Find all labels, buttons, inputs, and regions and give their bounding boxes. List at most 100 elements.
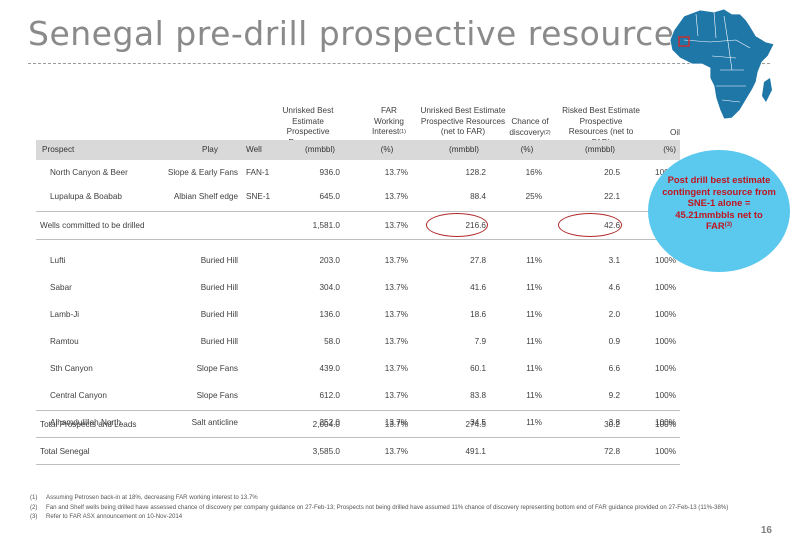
footnote: (3) Refer to FAR ASX announcement on 10-N… — [30, 513, 183, 521]
table-row: Sth Canyon Slope Fans 439.0 13.7% 60.1 1… — [36, 354, 680, 384]
cell-prospect: Lamb-Ji — [50, 310, 80, 319]
subheader-unrisked-unit: (mmbbl) — [304, 145, 336, 154]
cell-unrisked: 936.0 — [319, 168, 341, 177]
cell-interest: 13.7% — [384, 192, 408, 201]
col-header-chance: Chance of discovery(2) — [509, 117, 551, 137]
cell-play: Buried Hill — [200, 283, 238, 292]
subheader-play: Play — [202, 145, 218, 154]
table-subheader: Prospect Play Well (mmbbl) (%) (mmbbl) (… — [36, 140, 680, 160]
cell-net: 7.9 — [474, 337, 486, 346]
cell-unrisked: 3,585.0 — [312, 447, 340, 456]
cell-oil: 100% — [655, 418, 676, 427]
cell-prospect: North Canyon & Beer — [50, 168, 128, 177]
col-header-far-working: FAR Working Interest(1) — [371, 106, 407, 136]
cell-prospect: Alhamdulillah North — [50, 418, 121, 427]
cell-interest: 13.7% — [384, 391, 408, 400]
cell-risked: 3.1 — [608, 256, 620, 265]
cell-risked: 6.6 — [608, 364, 620, 373]
cell-net: 27.8 — [470, 256, 486, 265]
callout-bubble: Post drill best estimate contingent reso… — [648, 150, 790, 272]
cell-play: Buried Hill — [200, 256, 238, 265]
cell-oil: 100% — [655, 420, 676, 429]
cell-risked: 2.0 — [608, 310, 620, 319]
cell-unrisked: 439.0 — [319, 364, 341, 373]
cell-unrisked: 645.0 — [319, 192, 341, 201]
cell-unrisked: 2,004.0 — [312, 420, 340, 429]
cell-net: 274.5 — [465, 420, 487, 429]
row-divider — [36, 410, 680, 411]
cell-well: FAN-1 — [246, 168, 270, 177]
cell-risked: 30.2 — [604, 420, 620, 429]
cell-prospect: Sabar — [50, 283, 72, 292]
cell-prospect: Wells committed to be drilled — [40, 221, 145, 230]
cell-net: 83.8 — [470, 391, 486, 400]
table-row: Central Canyon Slope Fans 612.0 13.7% 83… — [36, 381, 680, 411]
subheader-risked-unit: (mmbbl) — [584, 145, 616, 154]
cell-prospect: Ramtou — [50, 337, 79, 346]
subheader-net-unit: (mmbbl) — [448, 145, 480, 154]
col-header-unrisked-net: Unrisked Best Estimate Prospective Resou… — [420, 106, 506, 136]
senegal-highlight — [678, 36, 690, 47]
cell-chance: 25% — [525, 192, 542, 201]
cell-unrisked: 252.0 — [319, 418, 341, 427]
subheader-chance-unit: (%) — [520, 145, 534, 154]
table-row-total-senegal: Total Senegal 3,585.0 13.7% 491.1 72.8 1… — [36, 437, 680, 467]
cell-prospect: Lufti — [50, 256, 66, 265]
highlight-oval-net — [426, 213, 488, 237]
subheader-oil-unit: (%) — [663, 145, 676, 154]
cell-unrisked: 612.0 — [319, 391, 341, 400]
cell-risked: 0.9 — [608, 337, 620, 346]
cell-play: Slope & Early Fans — [167, 168, 238, 177]
cell-chance: 11% — [526, 283, 542, 292]
table-row: Lupalupa & Boabab Albian Shelf edge SNE-… — [36, 182, 680, 212]
cell-play: Albian Shelf edge — [173, 192, 238, 201]
cell-chance: 11% — [526, 256, 542, 265]
cell-net: 18.6 — [470, 310, 486, 319]
cell-net: 41.6 — [470, 283, 486, 292]
cell-unrisked: 203.0 — [319, 256, 341, 265]
cell-prospect: Lupalupa & Boabab — [50, 192, 122, 201]
subheader-interest-unit: (%) — [380, 145, 394, 154]
table-row: Lamb-Ji Buried Hill 136.0 13.7% 18.6 11%… — [36, 300, 680, 330]
table-row: Lufti Buried Hill 203.0 13.7% 27.8 11% 3… — [36, 246, 680, 276]
cell-net: 88.4 — [470, 192, 486, 201]
cell-prospect: Total Senegal — [40, 447, 90, 456]
cell-risked: 20.5 — [604, 168, 620, 177]
cell-risked: 22.1 — [604, 192, 620, 201]
page-number: 16 — [760, 525, 772, 536]
title-divider — [28, 63, 770, 64]
cell-risked: 72.8 — [604, 447, 620, 456]
table-row: Alhamdulillah North Salt anticline 252.0… — [36, 408, 680, 438]
cell-interest: 13.7% — [384, 168, 408, 177]
cell-play: Buried Hill — [200, 310, 238, 319]
cell-chance: 11% — [526, 337, 542, 346]
cell-unrisked: 58.0 — [324, 337, 340, 346]
cell-risked: 4.6 — [608, 283, 620, 292]
cell-interest: 13.7% — [384, 364, 408, 373]
cell-oil: 100% — [655, 391, 676, 400]
footnote: (2) Fan and Shelf wells being drilled hav… — [30, 503, 729, 511]
cell-prospect: Total Prospects and Leads — [40, 420, 137, 429]
cell-interest: 13.7% — [384, 418, 408, 427]
subheader-well: Well — [246, 145, 262, 154]
cell-net: 60.1 — [470, 364, 486, 373]
cell-oil: 100% — [655, 256, 676, 265]
cell-oil: 100% — [655, 447, 676, 456]
cell-oil: 100% — [655, 283, 676, 292]
cell-chance: 11% — [526, 310, 542, 319]
cell-unrisked: 304.0 — [319, 283, 341, 292]
cell-interest: 13.7% — [384, 420, 408, 429]
footnotes: (1) Assuming Petrosen back-in at 18%, dec… — [30, 493, 760, 522]
cell-oil: 100% — [655, 337, 676, 346]
highlight-oval-risked — [558, 213, 622, 237]
cell-prospect: Sth Canyon — [50, 364, 93, 373]
table-row-total-prospects: Total Prospects and Leads 2,004.0 13.7% … — [36, 410, 680, 440]
cell-chance: 11% — [526, 364, 542, 373]
cell-play: Slope Fans — [196, 391, 238, 400]
cell-risked: 3.8 — [608, 418, 620, 427]
cell-net: 128.2 — [465, 168, 487, 177]
cell-play: Slope Fans — [196, 364, 238, 373]
cell-risked: 9.2 — [608, 391, 620, 400]
cell-chance: 11% — [526, 391, 542, 400]
table-row: Ramtou Buried Hill 58.0 13.7% 7.9 11% 0.… — [36, 327, 680, 357]
